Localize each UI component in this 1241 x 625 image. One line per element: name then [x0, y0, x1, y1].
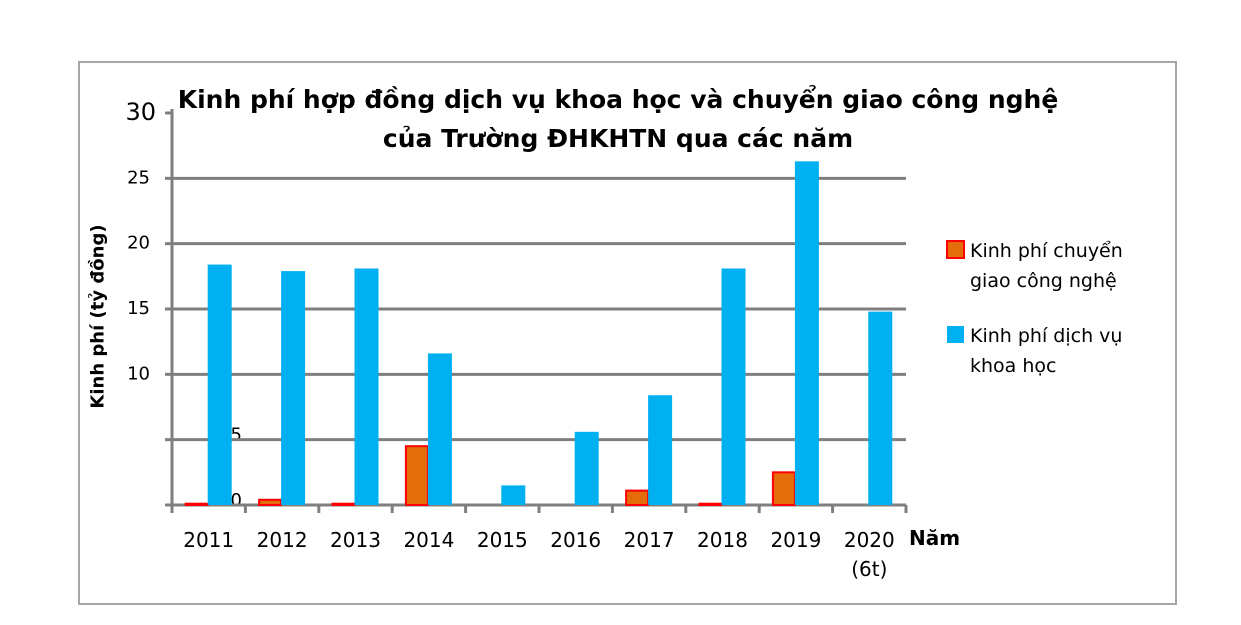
x-tick-label: 2016 — [550, 528, 602, 552]
legend-label: Kinh phí dịch vụ khoa học — [970, 325, 1123, 377]
x-tick-label: 2014 — [403, 528, 455, 552]
x-tick-label: 2020 (6t) — [843, 528, 895, 581]
chart-title: Kinh phí hợp đồng dịch vụ khoa học và ch… — [177, 85, 1059, 153]
legend-label: Kinh phí chuyển giao công nghệ — [970, 240, 1123, 292]
x-tick-label: 2019 — [770, 528, 822, 552]
y-axis-label: Kinh phí (tỷ đồng) — [87, 224, 109, 409]
bar — [184, 502, 209, 506]
bar — [331, 502, 356, 506]
x-tick-label: 2017 — [623, 528, 675, 552]
bar — [207, 264, 232, 505]
bar — [794, 161, 819, 505]
legend-swatch — [947, 326, 964, 343]
x-tick-label: 2015 — [476, 528, 528, 552]
y-tick-label: 5 — [231, 425, 242, 446]
y-tick-label: 15 — [127, 298, 150, 319]
x-tick-label: 2018 — [697, 528, 748, 552]
bar — [404, 445, 429, 507]
x-tick-label: 2011 — [183, 528, 235, 552]
bar — [501, 485, 526, 505]
bar — [771, 471, 796, 507]
bar — [574, 431, 599, 505]
bar — [648, 395, 673, 505]
x-axis-label: Năm — [909, 526, 961, 550]
bar — [868, 311, 893, 505]
bar — [258, 498, 283, 507]
legend-swatch — [946, 240, 965, 259]
x-tick-label: 2013 — [330, 528, 381, 552]
y-tick-label: 25 — [127, 167, 150, 188]
bar — [625, 489, 650, 507]
y-tick-label: 10 — [127, 363, 150, 384]
bar — [354, 268, 379, 505]
x-tick-label: 2012 — [256, 528, 308, 552]
bar — [721, 268, 746, 505]
bar — [427, 353, 452, 505]
y-tick-label: 30 — [125, 98, 156, 126]
bar — [698, 502, 723, 506]
y-tick-label: 20 — [127, 233, 150, 254]
bar — [281, 271, 306, 505]
y-tick-label: 0 — [231, 490, 242, 511]
chart-frame — [78, 61, 1177, 605]
